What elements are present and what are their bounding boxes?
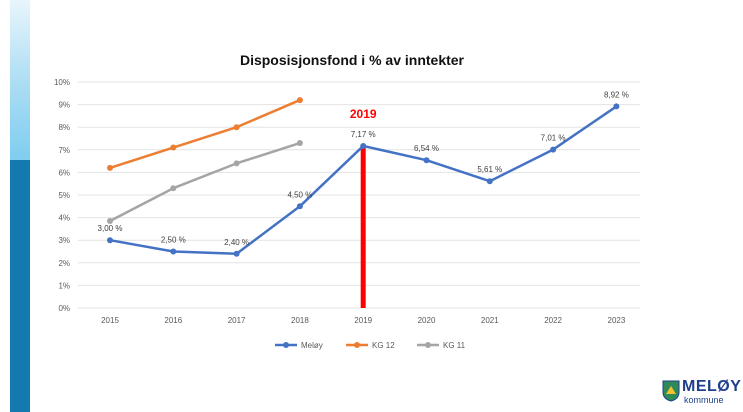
data-label: 7,17 % (351, 130, 376, 139)
data-point (296, 203, 303, 210)
data-label: 2,50 % (161, 236, 186, 245)
y-tick-label: 1% (58, 281, 70, 290)
data-point (170, 144, 177, 151)
x-tick-label: 2022 (544, 316, 562, 325)
chart-title: Disposisjonsfond i % av inntekter (240, 52, 465, 68)
side-accent-bar (10, 0, 30, 412)
data-labels: 3,00 % 2,50 % 2,40 % 4,50 % 7,17 % 6,54 % 5,61… (98, 90, 629, 246)
x-tick-label: 2017 (228, 316, 246, 325)
legend-label: KG 11 (443, 341, 466, 350)
data-point (233, 160, 240, 167)
data-label: 3,00 % (98, 224, 123, 233)
x-tick-label: 2021 (481, 316, 499, 325)
legend-label: Meløy (301, 341, 323, 350)
data-label: 5,61 % (477, 165, 502, 174)
x-tick-label: 2023 (608, 316, 626, 325)
y-tick-label: 5% (58, 191, 70, 200)
series-line (109, 98, 301, 170)
x-tick-label: 2015 (101, 316, 119, 325)
y-tick-label: 3% (58, 236, 70, 245)
data-point (613, 103, 620, 110)
side-accent-dark (10, 160, 30, 412)
legend: Meløy KG 12 KG 11 (275, 341, 466, 350)
series-lines (107, 97, 620, 257)
data-label: 6,54 % (414, 144, 439, 153)
x-tick-label: 2020 (418, 316, 436, 325)
y-tick-label: 2% (58, 259, 70, 268)
logo-name: MELØY (682, 378, 742, 395)
y-tick-label: 4% (58, 214, 70, 223)
y-tick-label: 10% (54, 78, 70, 87)
data-point (550, 146, 557, 153)
y-axis: 0% 1% 2% 3% 4% 5% 6% 7% 8% 9% 10% (54, 78, 70, 313)
series-line (109, 141, 301, 223)
data-point (296, 97, 303, 104)
data-point (296, 140, 303, 147)
y-tick-label: 8% (58, 123, 70, 132)
y-tick-label: 7% (58, 146, 70, 155)
data-label: 8,92 % (604, 90, 629, 99)
data-point (107, 164, 113, 171)
gridlines (78, 81, 640, 309)
data-point (170, 185, 177, 192)
x-tick-label: 2018 (291, 316, 309, 325)
data-point (233, 124, 240, 131)
data-label: 4,50 % (287, 190, 312, 199)
side-accent-light (10, 0, 30, 160)
legend-swatch-marker (425, 342, 431, 348)
highlight-bar (360, 145, 366, 308)
data-point (107, 217, 113, 224)
data-point (360, 142, 367, 149)
x-tick-label: 2016 (164, 316, 182, 325)
y-tick-label: 0% (58, 304, 70, 313)
x-axis: 2015 2016 2017 2018 2019 2020 2021 2022 2023 (101, 316, 626, 325)
data-label: 7,01 % (541, 134, 566, 143)
data-point (170, 248, 177, 255)
logo-sub: kommune (684, 395, 724, 405)
data-point (233, 250, 240, 257)
y-tick-label: 9% (58, 101, 70, 110)
legend-swatch-marker (354, 342, 360, 348)
shield-icon (662, 380, 680, 402)
highlight-marker: 2019 (350, 107, 377, 308)
meloy-kommune-logo: MELØY kommune (662, 378, 742, 408)
x-tick-label: 2019 (354, 316, 372, 325)
legend-label: KG 12 (372, 341, 395, 350)
data-point (107, 237, 113, 244)
data-point (486, 178, 493, 185)
highlight-label: 2019 (350, 107, 377, 121)
data-label: 2,40 % (224, 238, 249, 247)
data-point (423, 157, 430, 164)
legend-swatch-marker (283, 342, 289, 348)
y-tick-label: 6% (58, 168, 70, 177)
